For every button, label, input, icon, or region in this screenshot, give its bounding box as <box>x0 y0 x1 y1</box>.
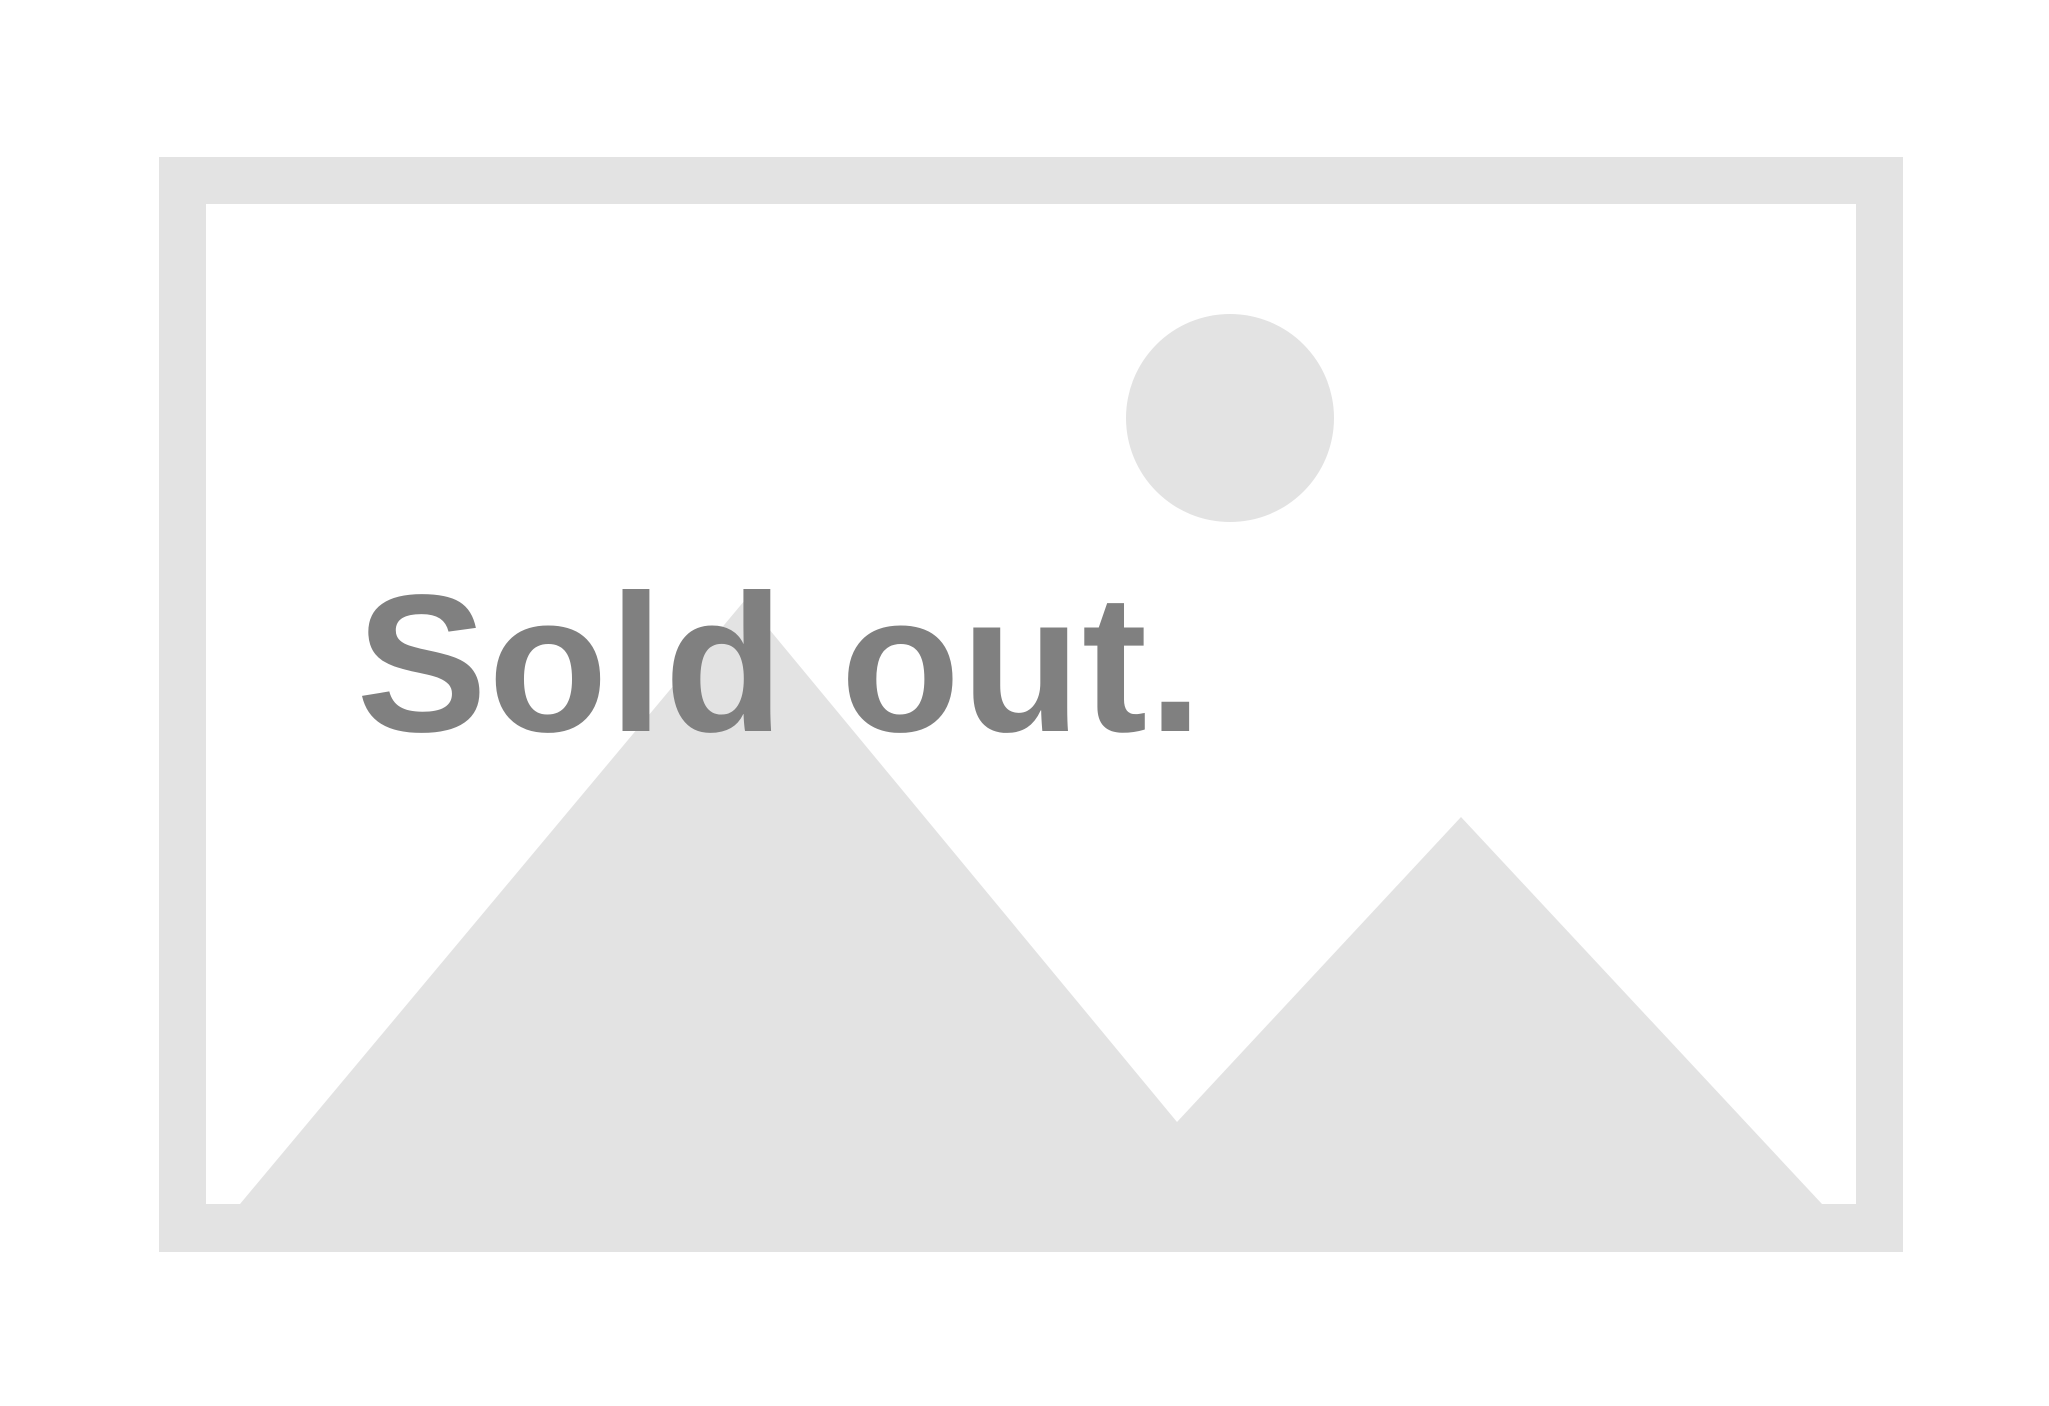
placeholder-sun <box>1126 314 1334 522</box>
sold-out-label: Sold out. <box>356 554 1204 773</box>
placeholder-mountains <box>206 600 1856 1252</box>
